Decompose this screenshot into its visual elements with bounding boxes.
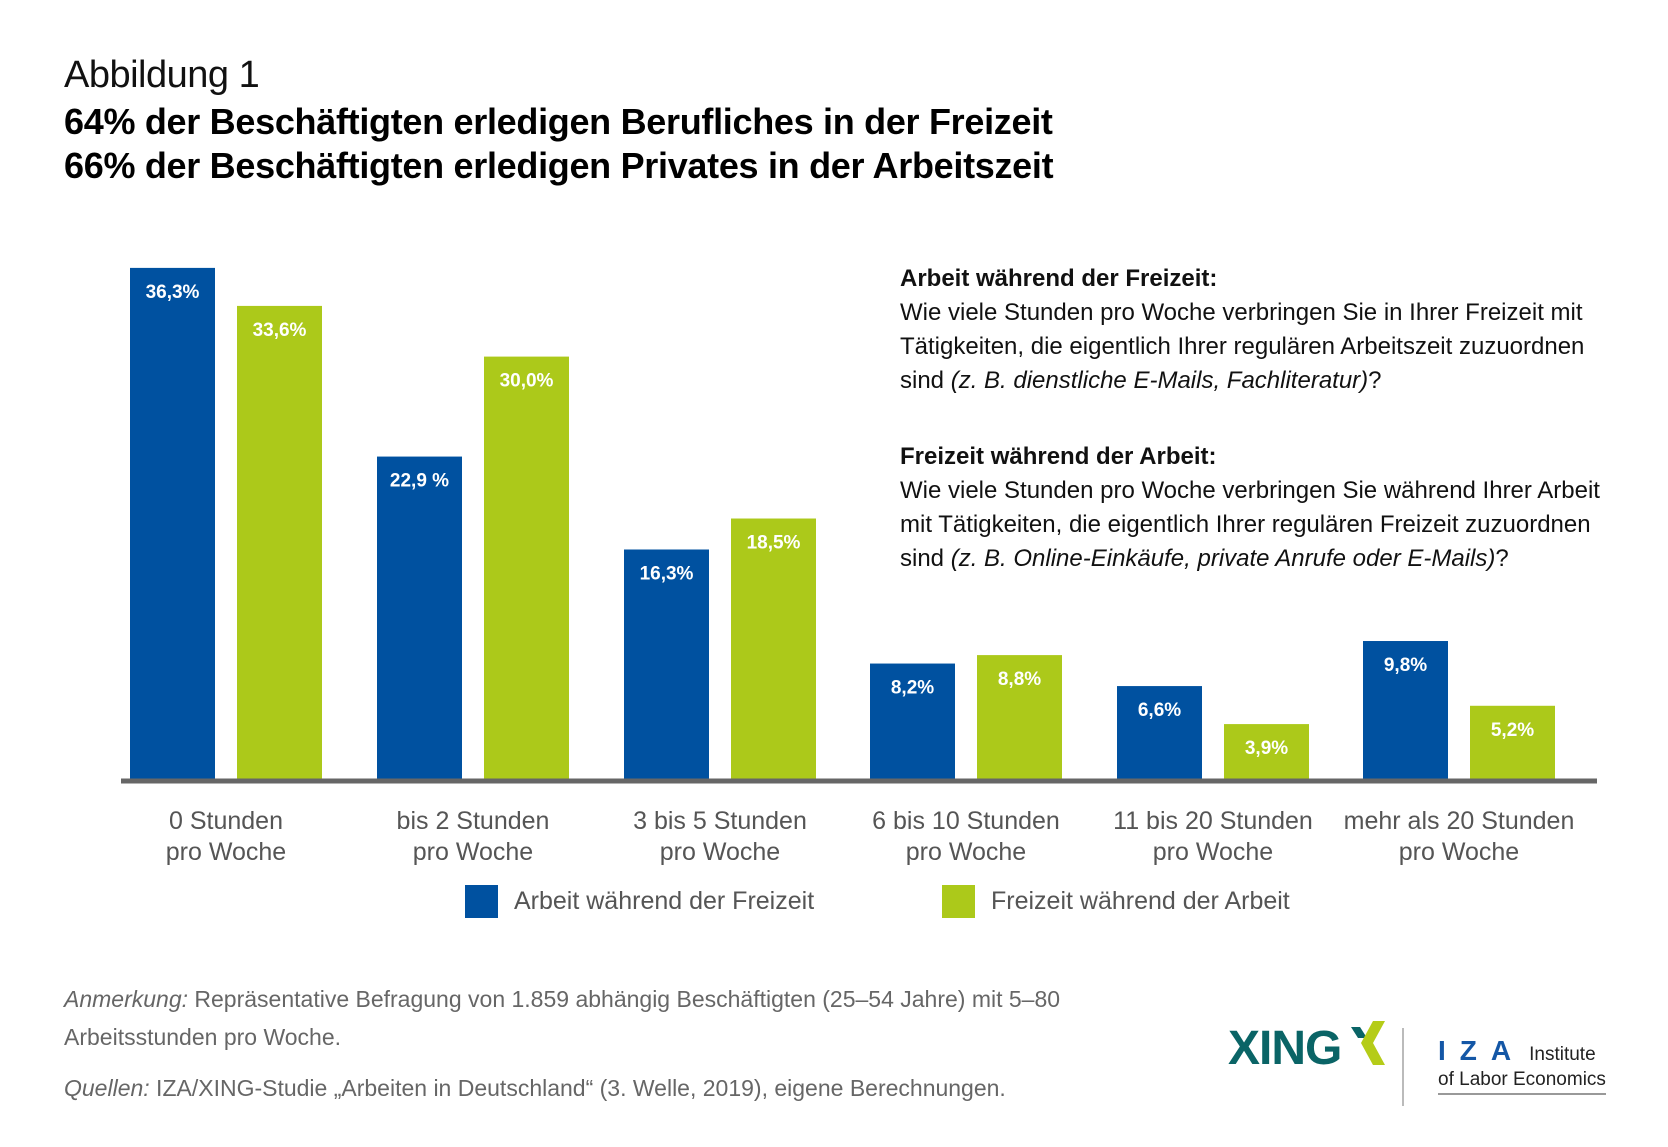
iza-institute: Institute: [1529, 1044, 1596, 1065]
value-label: 36,3%: [146, 282, 200, 303]
question-heading: Freizeit während der Arbeit:: [900, 443, 1217, 470]
bars-layer: [130, 267, 1555, 779]
bar-work-in-leisure-0: [130, 267, 215, 779]
sources: Quellen: IZA/XING-Studie „Arbeiten in De…: [64, 1069, 1006, 1107]
bar-leisure-at-work-4: [1224, 724, 1309, 779]
note-label: Anmerkung:: [64, 986, 189, 1012]
value-label: 22,9 %: [390, 471, 449, 492]
bar-work-in-leisure-2: [624, 549, 709, 779]
value-label: 30,0%: [500, 371, 554, 392]
category-label: pro Woche: [906, 838, 1026, 866]
value-label: 5,2%: [1491, 720, 1534, 741]
question-example: (z. B. Online-Einkäufe, private Anrufe o…: [950, 545, 1496, 572]
iza-letters: IZA: [1438, 1035, 1526, 1066]
question-heading: Arbeit während der Freizeit:: [900, 265, 1218, 292]
category-label: pro Woche: [1153, 838, 1273, 866]
bar-leisure-at-work-1: [484, 356, 569, 779]
xing-wordmark: XING: [1228, 1022, 1342, 1075]
bar-leisure-at-work-2: [731, 518, 816, 779]
iza-subtitle: of Labor Economics: [1438, 1069, 1606, 1095]
question-body: Wie viele Stunden pro Woche verbringen S…: [900, 477, 1600, 572]
legend-label: Freizeit während der Arbeit: [991, 887, 1290, 915]
question-text: Wie viele Stunden pro Woche verbringen S…: [900, 296, 1620, 398]
question-mark: ?: [1495, 545, 1509, 572]
sources-text: IZA/XING-Studie „Arbeiten in Deutschland…: [149, 1075, 1006, 1101]
legend-item-work-in-leisure: Arbeit während der Freizeit: [465, 885, 814, 918]
sources-label: Quellen:: [64, 1075, 150, 1101]
bar-work-in-leisure-1: [377, 456, 462, 779]
question-block-leisure-at-work: Freizeit während der Arbeit: Wie viele S…: [900, 440, 1620, 576]
value-label: 16,3%: [640, 563, 694, 584]
category-label: pro Woche: [660, 838, 780, 866]
question-text: Wie viele Stunden pro Woche verbringen S…: [900, 474, 1620, 576]
value-label: 6,6%: [1138, 700, 1181, 721]
bar-work-in-leisure-3: [870, 663, 955, 779]
bar-leisure-at-work-0: [237, 305, 322, 779]
figure-label: Abbildung 1: [64, 54, 260, 96]
value-labels-layer: 36,3% 22,9 % 16,3% 8,2% 6,6% 9,8% 33,6% 30,0% 18…: [146, 282, 1535, 759]
category-label: pro Woche: [166, 838, 286, 866]
title-line-1: 64% der Beschäftigten erledigen Beruflic…: [64, 101, 1053, 142]
bar-leisure-at-work-3: [977, 655, 1062, 779]
value-label: 8,2%: [891, 678, 934, 699]
value-label: 33,6%: [253, 320, 307, 341]
category-label: mehr als 20 Stunden: [1344, 807, 1575, 835]
title-line-2: 66% der Beschäftigten erledigen Privates…: [64, 145, 1054, 186]
legend-swatch-green: [942, 885, 975, 918]
category-label: bis 2 Stunden: [397, 807, 550, 835]
note-text: Repräsentative Befragung von 1.859 abhän…: [64, 986, 1061, 1050]
question-body: Wie viele Stunden pro Woche verbringen S…: [900, 299, 1585, 394]
value-label: 8,8%: [998, 669, 1041, 690]
xing-x-icon: [1351, 1021, 1386, 1065]
bar-leisure-at-work-5: [1470, 705, 1555, 779]
category-label: 6 bis 10 Stunden: [872, 807, 1060, 835]
value-label: 18,5%: [747, 533, 801, 554]
bar-work-in-leisure-5: [1363, 641, 1448, 779]
legend-label: Arbeit während der Freizeit: [514, 887, 815, 915]
iza-logo: IZA Institute of Labor Economics: [1438, 1035, 1606, 1095]
category-label: pro Woche: [413, 838, 533, 866]
category-label: pro Woche: [1399, 838, 1519, 866]
question-mark: ?: [1368, 367, 1382, 394]
legend-swatch-blue: [465, 885, 498, 918]
question-example: (z. B. dienstliche E-Mails, Fachliteratu…: [950, 367, 1369, 394]
value-label: 9,8%: [1384, 655, 1427, 676]
xing-logo: XING: [1228, 1021, 1389, 1075]
category-labels-layer: 0 Stunden pro Woche bis 2 Stunden pro Woche…: [166, 807, 1575, 866]
value-label: 3,9%: [1245, 738, 1288, 759]
category-label: 0 Stunden: [169, 807, 283, 835]
category-label: 3 bis 5 Stunden: [633, 807, 807, 835]
bar-work-in-leisure-4: [1117, 686, 1202, 779]
category-label: 11 bis 20 Stunden: [1113, 807, 1313, 835]
question-block-work-in-leisure: Arbeit während der Freizeit: Wie viele S…: [900, 262, 1620, 398]
logo-divider: [1402, 1028, 1404, 1106]
footnote: Anmerkung: Repräsentative Befragung von …: [64, 980, 1164, 1056]
legend-item-leisure-at-work: Freizeit während der Arbeit: [942, 885, 1290, 918]
